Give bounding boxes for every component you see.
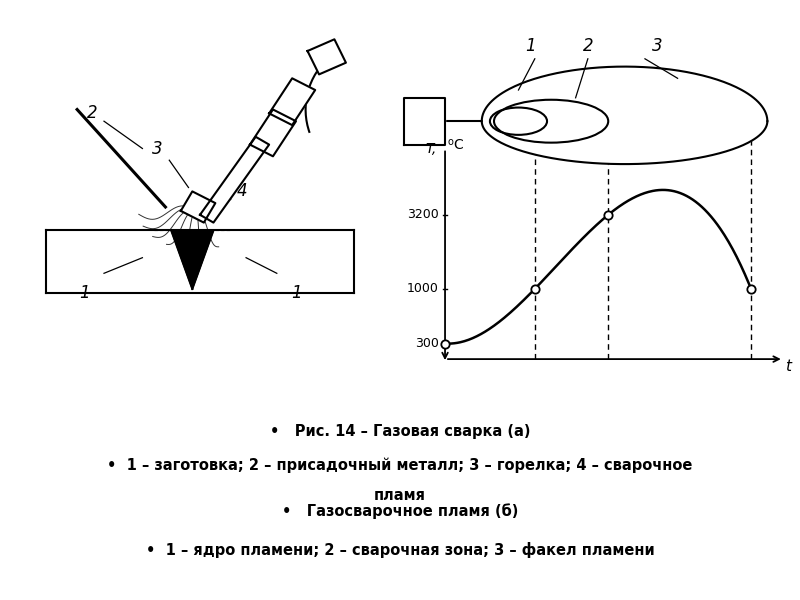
Text: 4: 4 — [237, 182, 247, 200]
Polygon shape — [181, 191, 215, 223]
Polygon shape — [269, 78, 315, 125]
Text: •   Рис. 14 – Газовая сварка (а): • Рис. 14 – Газовая сварка (а) — [270, 424, 530, 439]
Text: 2: 2 — [87, 104, 98, 122]
Text: 300: 300 — [415, 337, 439, 350]
Text: 2: 2 — [582, 37, 593, 55]
Text: 1000: 1000 — [407, 283, 439, 295]
Polygon shape — [250, 109, 296, 156]
Text: o: o — [447, 137, 453, 146]
Text: •  1 – ядро пламени; 2 – сварочная зона; 3 – факел пламени: • 1 – ядро пламени; 2 – сварочная зона; … — [146, 542, 654, 559]
Polygon shape — [482, 67, 767, 164]
Text: 1: 1 — [290, 284, 302, 302]
Polygon shape — [200, 137, 269, 223]
Text: •  1 – заготовка; 2 – присадочный металл; 3 – горелка; 4 – сварочное пламя: • 1 – заготовка; 2 – присадочный металл;… — [0, 599, 1, 600]
Polygon shape — [307, 39, 346, 74]
Text: пламя: пламя — [374, 488, 426, 503]
Text: T,: T, — [426, 142, 437, 156]
Polygon shape — [171, 230, 214, 289]
Text: 1: 1 — [526, 37, 536, 55]
Text: t: t — [785, 359, 790, 374]
Text: •  1 – заготовка; 2 – присадочный металл; 3 – горелка; 4 – сварочное: • 1 – заготовка; 2 – присадочный металл;… — [107, 458, 693, 473]
Polygon shape — [404, 98, 445, 145]
Text: 1: 1 — [79, 284, 90, 302]
Text: •   Газосварочное пламя (б): • Газосварочное пламя (б) — [282, 503, 518, 519]
Text: C: C — [453, 139, 463, 152]
Text: 3: 3 — [652, 37, 662, 55]
Text: 3200: 3200 — [407, 208, 439, 221]
Text: 3: 3 — [153, 139, 163, 157]
